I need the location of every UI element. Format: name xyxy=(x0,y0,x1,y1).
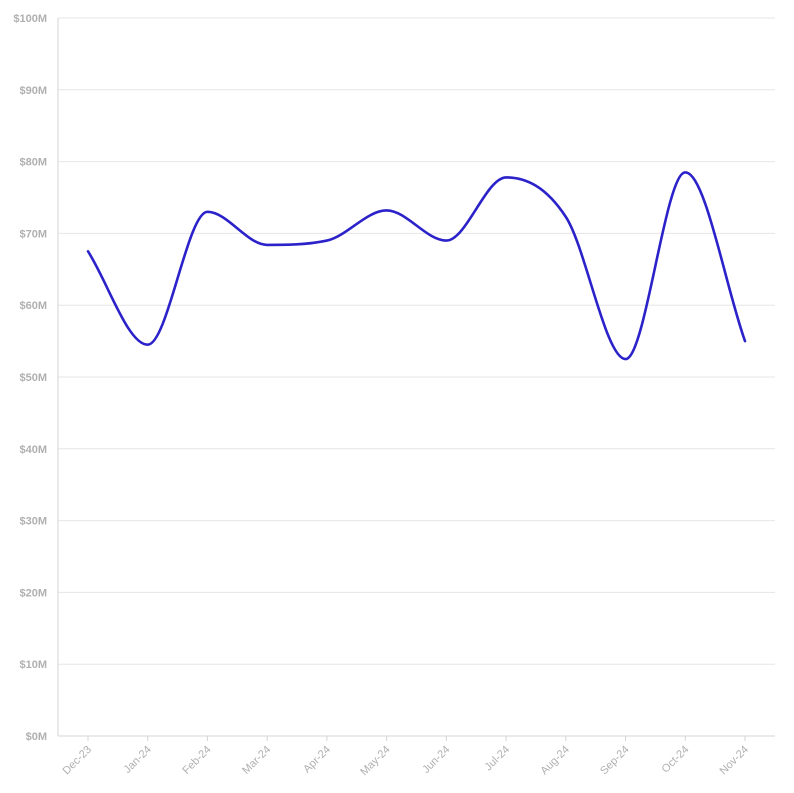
x-tick-label: Nov-24 xyxy=(718,744,752,778)
x-tick-label: Jun-24 xyxy=(420,744,452,776)
y-tick-label: $70M xyxy=(19,228,47,240)
y-tick-label: $90M xyxy=(19,85,47,97)
y-tick-label: $40M xyxy=(19,444,47,456)
y-tick-label: $50M xyxy=(19,372,47,384)
x-tick-label: Sep-24 xyxy=(598,744,632,778)
x-tick-label: Aug-24 xyxy=(538,744,572,778)
gridlines xyxy=(58,17,775,665)
x-tick-label: Dec-23 xyxy=(61,744,95,778)
x-tick-label: May-24 xyxy=(358,744,392,778)
y-tick-label: $20M xyxy=(19,587,47,599)
y-tick-label: $80M xyxy=(19,157,47,169)
y-axis: $0M $10M $20M $30M $40M $50M $60M $70M $80M $90M $… xyxy=(13,13,59,743)
x-tick-label: Oct-24 xyxy=(660,744,692,776)
x-tick-label: Feb-24 xyxy=(180,744,213,777)
x-tick-label: Mar-24 xyxy=(240,744,273,777)
y-tick-label: $100M xyxy=(13,13,47,25)
series-line xyxy=(86,171,747,361)
x-tick-label: Jul-24 xyxy=(483,744,513,774)
x-axis: Dec-23 Jan-24 Feb-24 Mar-24 Apr-24 May-24 Jun-… xyxy=(58,735,775,778)
y-tick-label: $10M xyxy=(19,659,47,671)
y-tick-label: $0M xyxy=(26,731,47,743)
y-tick-label: $30M xyxy=(19,516,47,528)
x-tick-label: Apr-24 xyxy=(301,744,333,776)
x-tick-label: Jan-24 xyxy=(122,744,154,776)
series-layer xyxy=(86,171,747,361)
y-tick-label: $60M xyxy=(19,300,47,312)
